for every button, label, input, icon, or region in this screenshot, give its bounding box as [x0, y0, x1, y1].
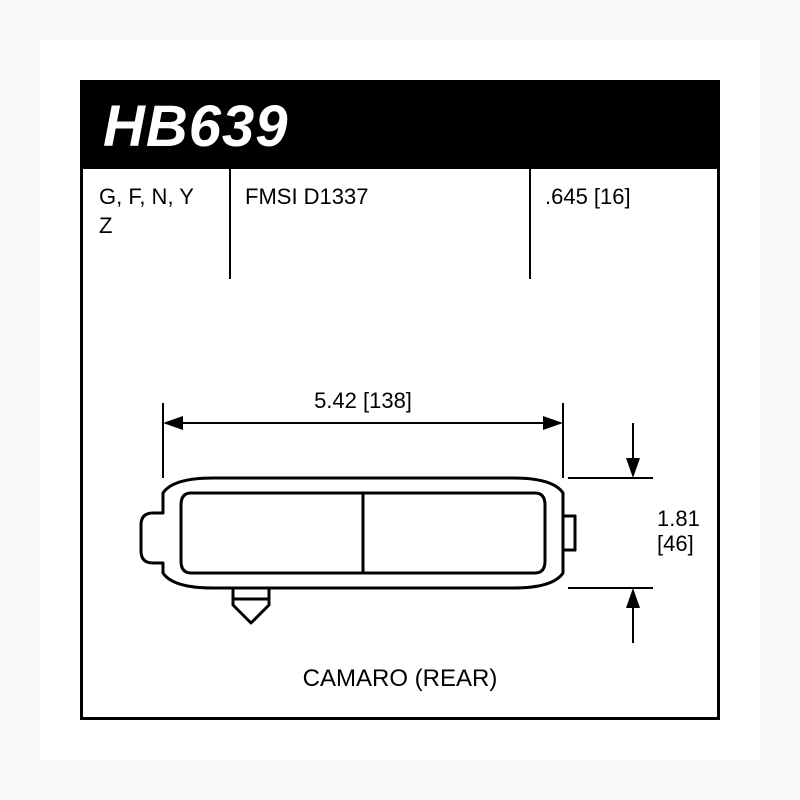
codes-line1: G, F, N, Y — [99, 184, 194, 209]
outer-border: HB639 G, F, N, Y Z FMSI D1337 .645 [16] — [80, 80, 720, 720]
vsep-2 — [529, 169, 531, 279]
compound-codes: G, F, N, Y Z — [83, 169, 229, 279]
application-label: CAMARO (REAR) — [83, 665, 717, 693]
brake-pad-drawing: 5.42 [138] 1.81 [46] — [83, 283, 723, 723]
vsep-1 — [229, 169, 231, 279]
height-dim-mm: [46] — [657, 531, 694, 556]
height-dim-in: 1.81 — [657, 506, 700, 531]
fmsi-cell: FMSI D1337 — [229, 169, 529, 279]
spec-sheet: HB639 G, F, N, Y Z FMSI D1337 .645 [16] — [40, 40, 760, 760]
header-bar: HB639 — [83, 83, 717, 169]
fmsi-code: FMSI D1337 — [245, 184, 369, 209]
codes-line2: Z — [99, 213, 112, 238]
info-row: G, F, N, Y Z FMSI D1337 .645 [16] — [83, 169, 717, 279]
part-number: HB639 — [103, 93, 289, 160]
width-dim: 5.42 [138] — [314, 388, 412, 413]
diagram-area: 5.42 [138] 1.81 [46] — [83, 283, 717, 717]
thickness-value: .645 [16] — [545, 184, 631, 209]
thickness-cell: .645 [16] — [529, 169, 717, 279]
